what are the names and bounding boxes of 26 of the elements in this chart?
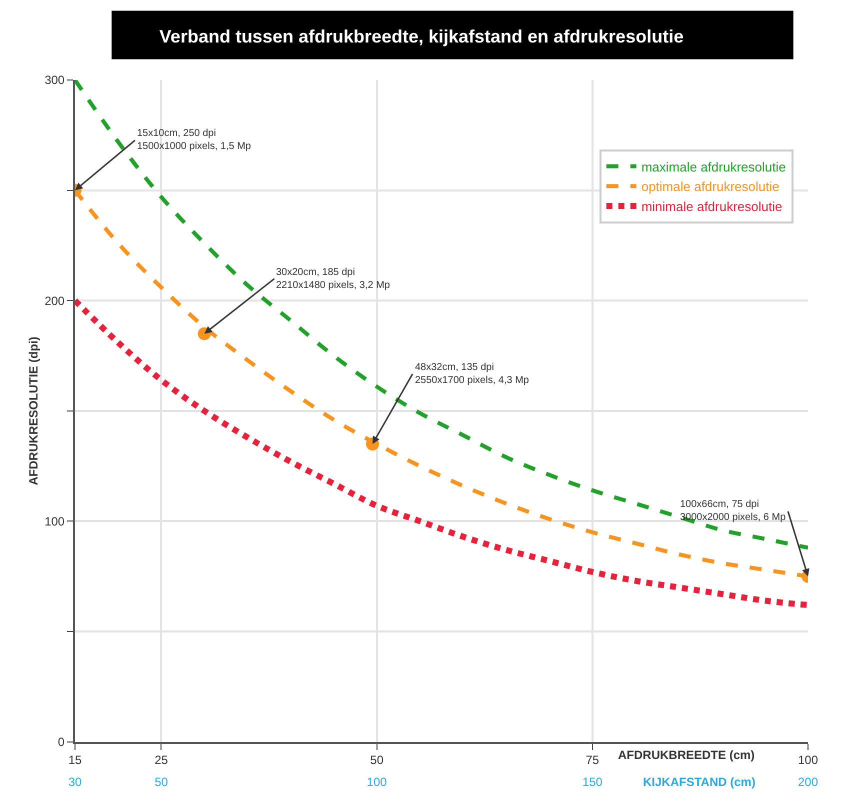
x-tick-label: 25 <box>154 753 168 768</box>
annotation: 30x20cm, 185 dpi 2210x1480 pixels, 3,2 Mp <box>276 267 390 291</box>
x2-tick-label: 200 <box>798 775 818 789</box>
y-tick-label: 100 <box>44 514 65 528</box>
x-tick-label: 15 <box>68 753 82 768</box>
x-tick-label: 75 <box>586 753 600 768</box>
x-tick-label: 50 <box>370 753 384 768</box>
x2-tick-label: 30 <box>68 775 82 789</box>
legend-label: optimale afdrukresolutie <box>641 179 780 194</box>
legend-label: minimale afdrukresolutie <box>641 199 782 214</box>
x2-tick-label: 50 <box>154 775 168 789</box>
y-tick-label: 0 <box>58 735 65 750</box>
x2-axis-title: KIJKAFSTAND (cm) <box>643 775 756 789</box>
y-tick-label: 200 <box>44 294 65 308</box>
y-tick-label: 300 <box>44 73 65 88</box>
annotation: 15x10cm, 250 dpi 1500x1000 pixels, 1,5 Mp <box>137 128 252 152</box>
x2-tick-label: 150 <box>582 775 603 789</box>
x-axis-title: AFDRUKBREEDTE (cm) <box>618 748 755 762</box>
chart-title: Verband tussen afdrukbreedte, kijkafstand en afdrukresolutie <box>159 26 684 46</box>
y-axis-title: AFDRUKRESOLUTIE (dpi) <box>26 336 40 486</box>
annotation: 100x66cm, 75 dpi 3000x2000 pixels, 6 Mp <box>680 499 786 523</box>
line-series <box>75 80 808 550</box>
x-tick-label: 100 <box>798 753 818 768</box>
annotation: 48x32cm, 135 dpi 2550x1700 pixels, 4,3 Mp <box>415 362 530 386</box>
legend-label: maximale afdrukresolutie <box>641 159 786 174</box>
x2-tick-label: 100 <box>366 775 388 789</box>
